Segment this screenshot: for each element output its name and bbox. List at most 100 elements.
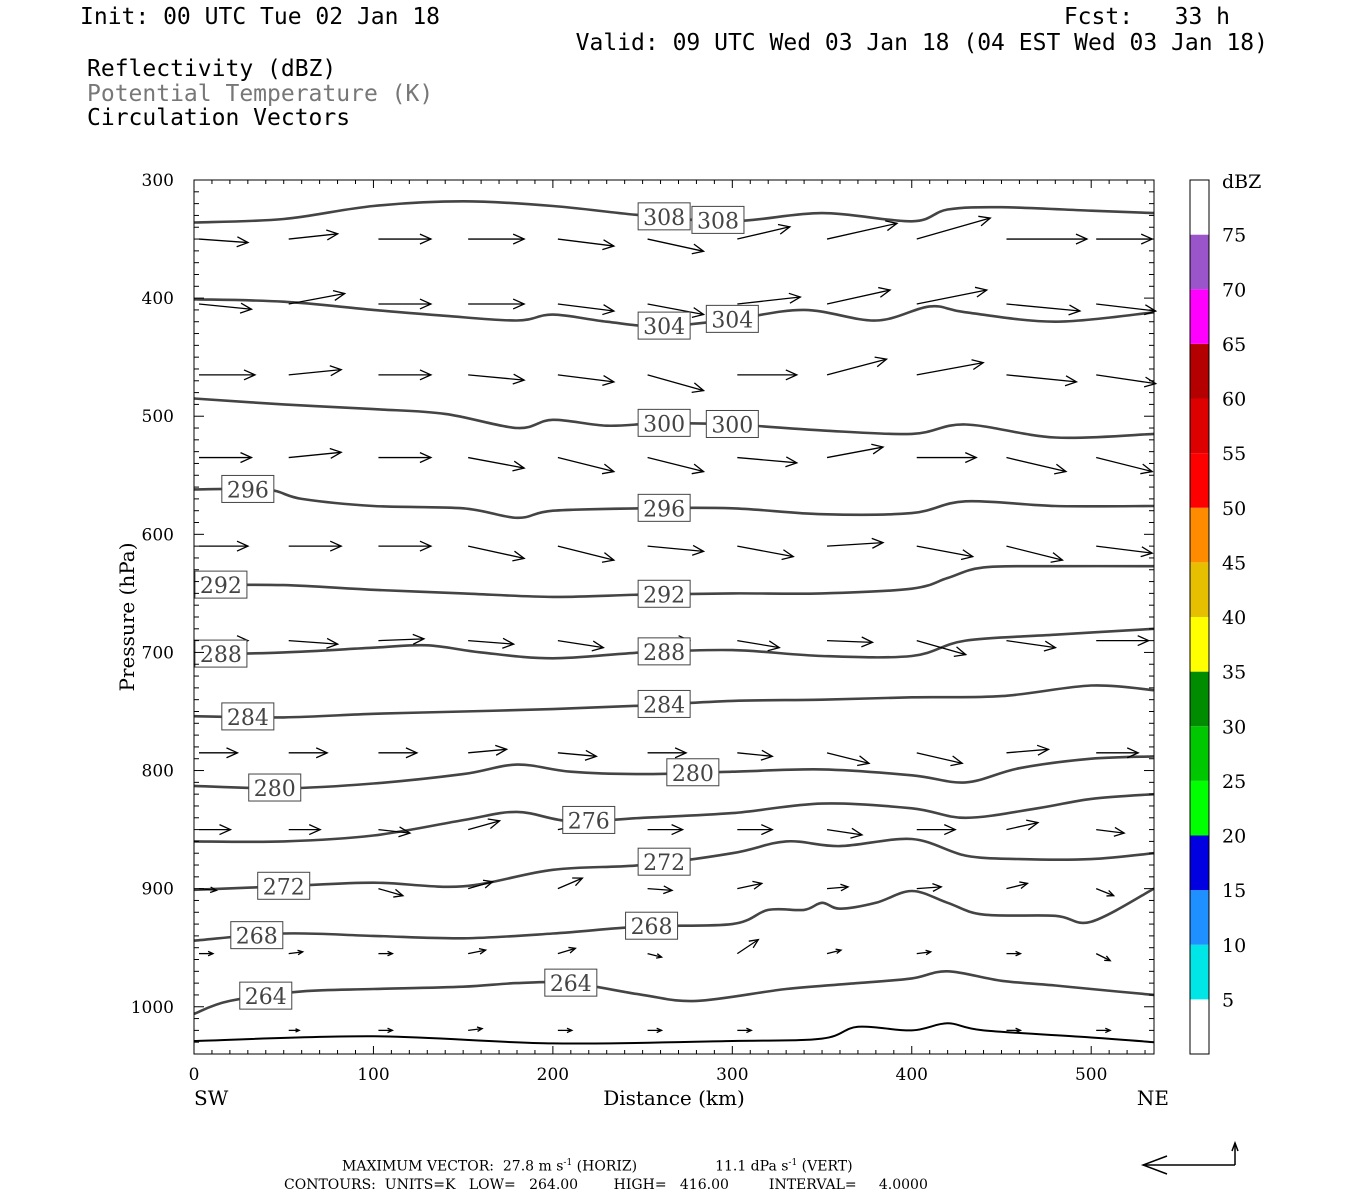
circulation-vector (1096, 747, 1140, 759)
circulation-vector (378, 633, 426, 645)
contour-label-box (691, 205, 745, 234)
field-circulation-vectors: Circulation Vectors (87, 105, 351, 131)
circulation-vector (468, 456, 526, 472)
circulation-vector (557, 877, 584, 890)
contours-note: CONTOURS: UNITS=K LOW= 264.00 HIGH= 416.… (284, 1177, 928, 1193)
contour-label-box (637, 689, 691, 718)
circulation-vector (737, 292, 802, 305)
circulation-vectors (198, 215, 1158, 1034)
circulation-vector (827, 636, 875, 648)
y-tick-label: 300 (142, 171, 174, 191)
circulation-vector (1006, 744, 1051, 756)
circulation-vector (826, 537, 885, 549)
circulation-vector (1095, 953, 1112, 962)
x-tick-label: 0 (189, 1065, 200, 1085)
colorbar-unit: dBZ (1222, 171, 1261, 193)
circulation-vector (557, 1027, 574, 1034)
theta-contours (193, 199, 1155, 1016)
contour-label: 268 (236, 925, 278, 950)
circulation-vector (468, 298, 526, 310)
colorbar-tick-label: 70 (1222, 279, 1246, 301)
circulation-vector (1096, 1027, 1112, 1034)
x-tick-label: 100 (357, 1065, 389, 1085)
circulation-vector (199, 950, 215, 957)
circulation-vector (1006, 374, 1079, 387)
circulation-vector (468, 637, 516, 649)
theta-contour-296 (193, 487, 1155, 520)
circulation-vector (288, 447, 343, 459)
circulation-vector (198, 302, 254, 314)
colorbar-tick-label: 55 (1222, 443, 1246, 465)
init-time: Init: 00 UTC Tue 02 Jan 18 (80, 4, 441, 30)
circulation-vector (737, 880, 764, 890)
contour-label-box (562, 805, 616, 834)
circulation-vector (737, 545, 795, 561)
contour-label: 300 (643, 412, 685, 437)
circulation-vector (737, 456, 799, 468)
contour-label-box (637, 311, 691, 340)
circulation-vector (288, 637, 340, 649)
circulation-vector (826, 827, 864, 839)
contour-label-box (194, 570, 248, 599)
circulation-vector (647, 747, 688, 759)
circulation-vector (557, 749, 598, 761)
contour-label: 288 (200, 643, 242, 668)
colorbar-bin (1190, 726, 1209, 781)
y-tick-label: 1000 (131, 998, 174, 1018)
circulation-vector (1096, 303, 1158, 316)
circulation-vector (916, 452, 978, 464)
circulation-vector (647, 824, 685, 836)
surface-line (193, 1022, 1155, 1045)
circulation-vector (1096, 374, 1158, 388)
circulation-vector (378, 369, 433, 381)
circulation-vector (378, 452, 433, 464)
colorbar-bin (1190, 671, 1209, 727)
circulation-vector (737, 639, 781, 652)
x-right-direction-label: NE (1137, 1086, 1169, 1110)
contour-label-box (637, 847, 691, 876)
contour-label-box (257, 871, 311, 900)
circulation-vector (378, 540, 433, 552)
colorbar-bin (1190, 944, 1209, 1000)
circulation-vector (199, 747, 240, 759)
circulation-vector (916, 752, 964, 767)
circulation-vector (198, 236, 250, 248)
circulation-vector (288, 824, 322, 836)
contour-label-box (637, 202, 691, 231)
contour-label-box (230, 921, 284, 950)
circulation-vector (1096, 826, 1126, 837)
colorbar-tick-label: 50 (1222, 498, 1246, 520)
circulation-vector (916, 824, 957, 836)
colorbar: 5 10 15 20 25 30 35 40 45 50 55 60 65 70 75 dBZ (1189, 171, 1261, 1055)
contour-label: 308 (643, 206, 685, 231)
circulation-vector (737, 749, 774, 761)
circulation-vector (199, 452, 254, 464)
contour-label-box (637, 579, 691, 608)
circulation-vector (1006, 233, 1089, 245)
circulation-vector (826, 752, 871, 767)
circulation-vector (1006, 303, 1082, 316)
colorbar-tick-label: 35 (1222, 662, 1246, 684)
circulation-vector (1096, 233, 1154, 245)
circulation-vector (468, 744, 509, 756)
colorbar-tick-label: 65 (1222, 334, 1246, 356)
circulation-vector (1096, 456, 1154, 475)
colorbar-bin (1190, 890, 1209, 945)
field-reflectivity: Reflectivity (dBZ) (87, 56, 337, 82)
contour-label-box (625, 911, 679, 940)
circulation-vector (826, 948, 843, 955)
circulation-vector (647, 456, 706, 475)
circulation-vector (468, 373, 526, 385)
circulation-vector (826, 220, 899, 240)
contour-label: 304 (643, 315, 685, 340)
circulation-vector (916, 286, 989, 305)
contour-label: 272 (263, 875, 305, 900)
contour-labels: 308 308 304 304 300 300 296 296 292 292 288 288 284 2… (194, 202, 759, 1010)
colorbar-bin (1190, 289, 1209, 344)
colorbar-bin (1190, 180, 1209, 235)
circulation-vector (647, 238, 706, 255)
contour-label: 292 (200, 574, 242, 599)
contour-label-box (637, 408, 691, 437)
circulation-vector (557, 456, 616, 475)
theta-contour-268 (193, 887, 1155, 942)
